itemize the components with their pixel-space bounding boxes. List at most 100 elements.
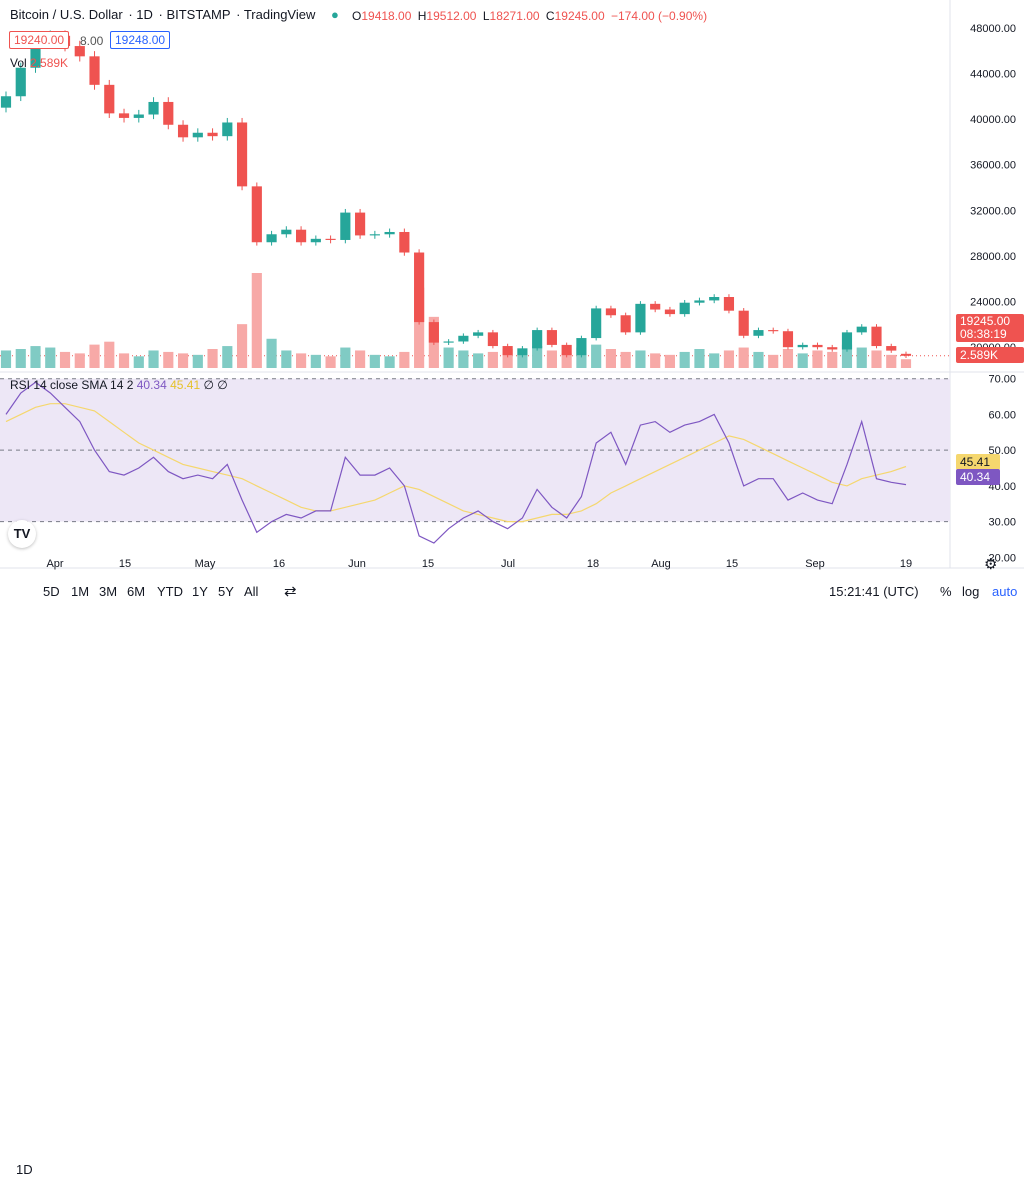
- candle-body[interactable]: [723, 297, 735, 311]
- candle-body[interactable]: [443, 341, 454, 343]
- candle-body[interactable]: [399, 231, 410, 253]
- interval-label[interactable]: 1D: [136, 7, 153, 22]
- range-ytd[interactable]: YTD: [157, 584, 183, 599]
- candle-body[interactable]: [605, 308, 616, 316]
- volume-bar: [45, 347, 56, 368]
- tradingview-logo-icon[interactable]: TV: [8, 520, 36, 548]
- symbol-title[interactable]: Bitcoin / U.S. Dollar: [10, 7, 123, 22]
- rsi-value-badge: 40.34: [956, 469, 1000, 485]
- percent-toggle[interactable]: %: [940, 584, 952, 599]
- candle-body[interactable]: [458, 335, 469, 342]
- candle-body[interactable]: [104, 84, 115, 114]
- candle-body[interactable]: [163, 101, 174, 125]
- candle-body[interactable]: [900, 353, 912, 356]
- candle-body[interactable]: [177, 124, 189, 138]
- volume-bar: [694, 349, 705, 368]
- symbol-header[interactable]: Bitcoin / U.S. Dollar · 1D · BITSTAMP · …: [10, 7, 339, 22]
- candle-body[interactable]: [281, 229, 292, 235]
- candle-body[interactable]: [753, 330, 764, 336]
- candle-body[interactable]: [871, 326, 882, 347]
- volume-bar: [163, 351, 174, 368]
- candle-body[interactable]: [251, 186, 262, 243]
- bar-countdown: 08:38:19: [960, 327, 1007, 341]
- candle-body[interactable]: [694, 300, 705, 303]
- candle-body[interactable]: [310, 238, 321, 243]
- candle-body[interactable]: [532, 330, 543, 349]
- range-6m[interactable]: 6M: [127, 584, 146, 599]
- candle-body[interactable]: [428, 322, 439, 343]
- candle-body[interactable]: [738, 310, 749, 336]
- candle-body[interactable]: [561, 344, 572, 356]
- candle-body[interactable]: [591, 308, 602, 339]
- range-1y[interactable]: 1Y: [192, 584, 208, 599]
- candle-body[interactable]: [118, 113, 130, 118]
- candle-body[interactable]: [296, 229, 307, 243]
- candle-body[interactable]: [192, 132, 203, 138]
- candle-body[interactable]: [620, 315, 631, 333]
- candle-body[interactable]: [355, 212, 366, 236]
- volume-bar: [650, 353, 661, 368]
- range-5y[interactable]: 5Y: [218, 584, 234, 599]
- candle-body[interactable]: [473, 332, 484, 336]
- candle-body[interactable]: [89, 56, 100, 85]
- range-all[interactable]: All: [244, 584, 259, 599]
- chart-canvas[interactable]: 48000.00 44000.00 40000.00 36000.00 32000.00…: [0, 0, 1024, 610]
- ask-price-box[interactable]: 19248.00: [110, 31, 171, 49]
- candle-body[interactable]: [222, 122, 233, 137]
- change-value: −174.00 (−0.90%): [611, 9, 708, 23]
- candle-body[interactable]: [236, 122, 248, 187]
- candle-body[interactable]: [207, 132, 218, 137]
- candle-body[interactable]: [679, 302, 690, 315]
- candle-body[interactable]: [74, 46, 85, 57]
- candle-body[interactable]: [325, 238, 336, 240]
- candle-body[interactable]: [650, 303, 661, 310]
- range-1d[interactable]: 1D: [16, 1162, 33, 1177]
- time-tick-label: Sep: [805, 558, 825, 570]
- candle-body[interactable]: [133, 114, 144, 118]
- candle-body[interactable]: [266, 234, 277, 243]
- range-1m[interactable]: 1M: [71, 584, 90, 599]
- rsi-legend-value: 40.34: [136, 378, 167, 392]
- utc-clock[interactable]: 15:21:41 (UTC): [829, 584, 919, 599]
- candle-body[interactable]: [812, 344, 823, 348]
- auto-toggle[interactable]: auto: [992, 584, 1018, 599]
- candle-body[interactable]: [576, 338, 587, 356]
- time-tick-label: 15: [422, 558, 434, 570]
- bid-price-box[interactable]: 19240.00: [9, 31, 70, 49]
- sma-legend-value: 45.41: [170, 378, 201, 392]
- volume-bar: [827, 351, 838, 368]
- rsi-legend[interactable]: RSI 14 close SMA 14 2 40.34 45.41 ∅ ∅: [10, 378, 228, 392]
- range-3m[interactable]: 3M: [99, 584, 118, 599]
- price-tick-label: 32000.00: [970, 205, 1016, 217]
- volume-bar: [325, 356, 336, 368]
- candle-body[interactable]: [517, 348, 528, 356]
- settings-gear-icon[interactable]: ⚙: [984, 556, 998, 573]
- volume-bar: [841, 344, 853, 368]
- candle-body[interactable]: [384, 231, 395, 235]
- volume-bar: [546, 350, 557, 368]
- candle-body[interactable]: [414, 252, 425, 323]
- candle-body[interactable]: [827, 347, 838, 350]
- candle-body[interactable]: [856, 326, 867, 333]
- candle-body[interactable]: [0, 96, 12, 108]
- candle-body[interactable]: [782, 331, 794, 348]
- log-toggle[interactable]: log: [962, 584, 980, 599]
- date-range-icon[interactable]: ⇄: [284, 583, 297, 600]
- candle-body[interactable]: [709, 297, 720, 301]
- candle-body[interactable]: [15, 67, 26, 97]
- candle-body[interactable]: [30, 41, 41, 68]
- candle-body[interactable]: [369, 234, 380, 236]
- candle-body[interactable]: [768, 330, 779, 332]
- candle-body[interactable]: [635, 303, 646, 333]
- candle-body[interactable]: [546, 330, 557, 345]
- candle-body[interactable]: [886, 346, 897, 351]
- candle-body[interactable]: [664, 309, 676, 315]
- candle-body[interactable]: [797, 344, 808, 348]
- candle-body[interactable]: [340, 212, 351, 240]
- candle-body[interactable]: [148, 101, 159, 115]
- rsi-tick-label: 60.00: [988, 409, 1016, 421]
- candle-body[interactable]: [502, 346, 513, 356]
- candle-body[interactable]: [487, 332, 498, 347]
- candle-body[interactable]: [841, 332, 853, 350]
- range-5d[interactable]: 5D: [43, 584, 60, 599]
